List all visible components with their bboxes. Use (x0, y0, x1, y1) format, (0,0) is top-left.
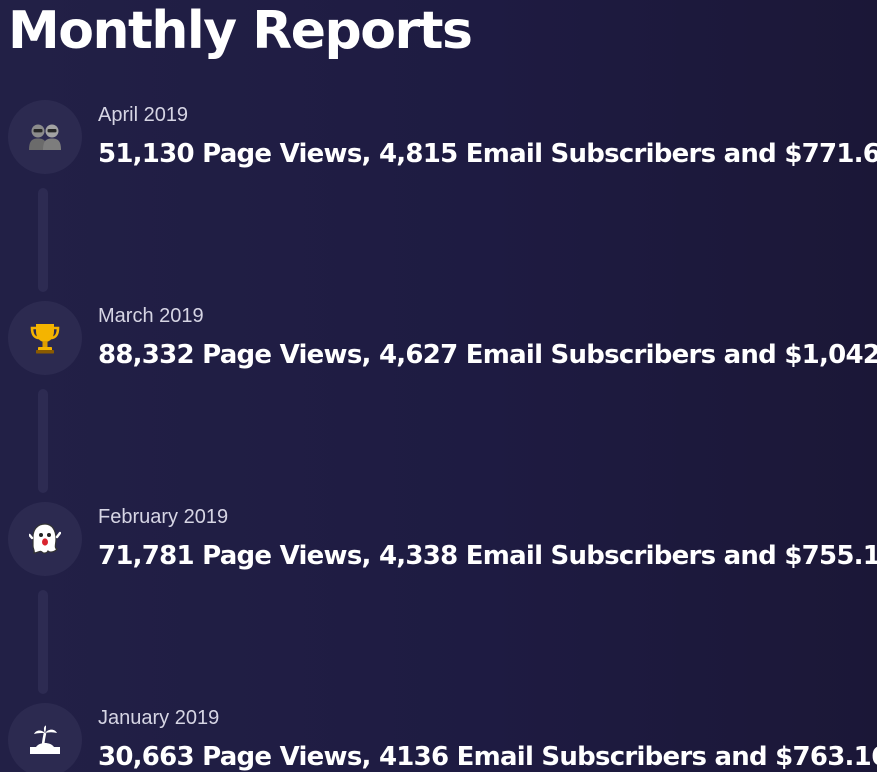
report-month: February 2019 (98, 506, 229, 528)
two-people-icon (8, 100, 82, 174)
report-entry-january-2019: January 2019 30,663 Page Views, 4136 Ema… (0, 703, 877, 772)
report-month: April 2019 (98, 104, 189, 126)
desert-island-icon (8, 703, 82, 772)
report-summary-link[interactable]: 71,781 Page Views, 4,338 Email Subscribe… (98, 541, 877, 571)
report-summary-link[interactable]: 88,332 Page Views, 4,627 Email Subscribe… (98, 340, 877, 370)
trophy-icon (8, 301, 82, 375)
ghost-icon (8, 502, 82, 576)
timeline-connector (38, 590, 48, 694)
report-summary-link[interactable]: 30,663 Page Views, 4136 Email Subscriber… (98, 742, 877, 772)
page-title: Monthly Reports (8, 1, 473, 61)
report-month: March 2019 (98, 305, 204, 327)
timeline-connector (38, 389, 48, 493)
report-entry-april-2019: April 2019 51,130 Page Views, 4,815 Emai… (0, 100, 877, 190)
timeline-connector (38, 188, 48, 292)
report-summary-link[interactable]: 51,130 Page Views, 4,815 Email Subscribe… (98, 139, 877, 169)
report-month: January 2019 (98, 707, 220, 729)
report-entry-february-2019: February 2019 71,781 Page Views, 4,338 E… (0, 502, 877, 592)
report-entry-march-2019: March 2019 88,332 Page Views, 4,627 Emai… (0, 301, 877, 391)
